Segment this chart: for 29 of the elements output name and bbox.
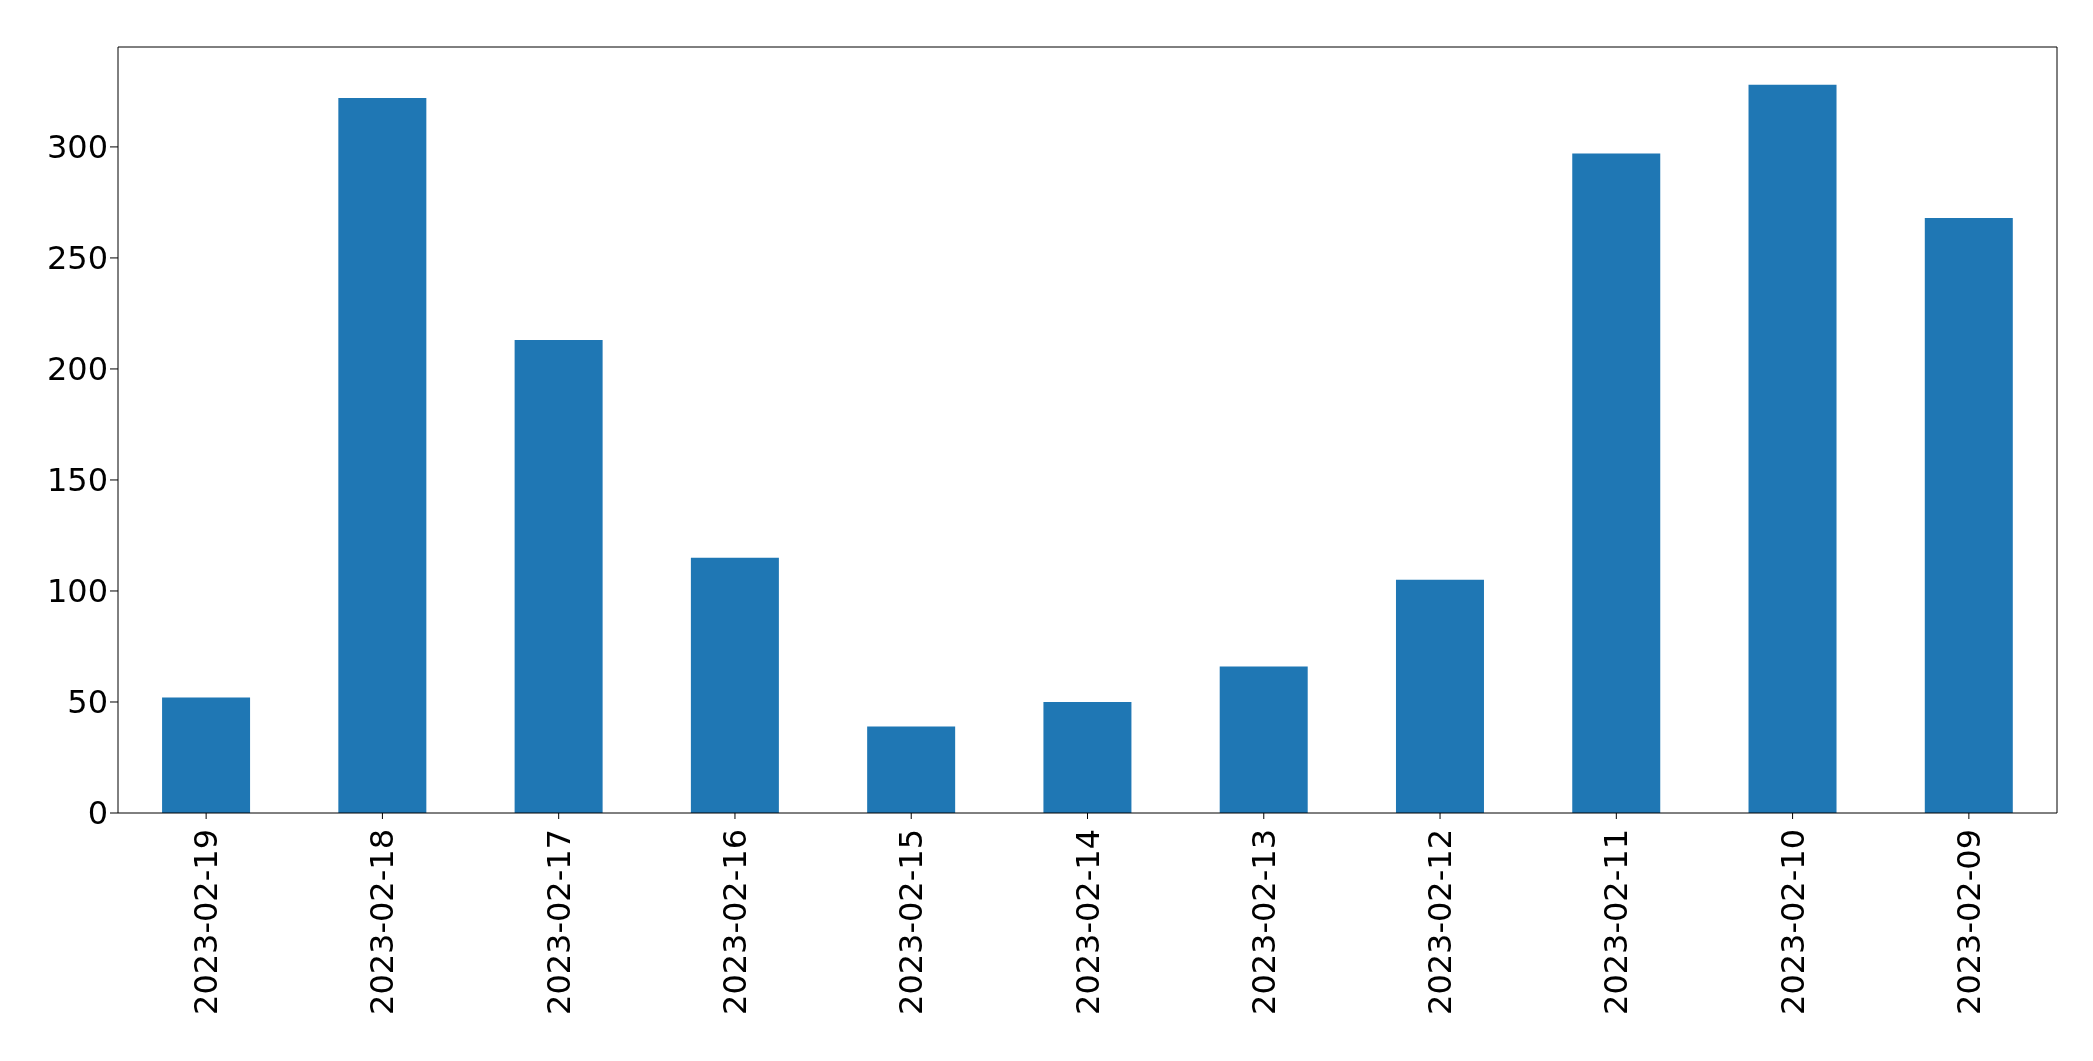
y-tick-label: 50 xyxy=(67,683,108,722)
x-tick-label: 2023-02-14 xyxy=(1068,829,1107,1015)
x-tick-label: 2023-02-18 xyxy=(363,829,402,1015)
x-tick-label: 2023-02-10 xyxy=(1773,829,1812,1015)
bar xyxy=(1572,153,1661,813)
x-tick-label: 2023-02-11 xyxy=(1597,829,1636,1015)
x-tick-label: 2023-02-13 xyxy=(1244,829,1283,1015)
y-tick-label: 300 xyxy=(46,128,108,167)
x-tick-label: 2023-02-17 xyxy=(539,829,578,1015)
bar xyxy=(1219,666,1308,813)
x-tick-label: 2023-02-16 xyxy=(715,829,754,1015)
x-tick-label: 2023-02-15 xyxy=(892,829,931,1015)
bar xyxy=(338,98,427,813)
bar xyxy=(1043,701,1132,813)
y-tick-label: 100 xyxy=(46,572,108,611)
y-tick-label: 250 xyxy=(46,239,108,278)
bar xyxy=(1924,217,2013,813)
bar xyxy=(514,340,603,813)
y-tick-label: 0 xyxy=(87,794,108,833)
y-tick-label: 150 xyxy=(46,461,108,500)
bar xyxy=(1748,84,1837,813)
bar xyxy=(162,697,251,813)
y-tick-label: 200 xyxy=(46,350,108,389)
x-tick-label: 2023-02-19 xyxy=(187,829,226,1015)
x-tick-label: 2023-02-09 xyxy=(1949,829,1988,1015)
x-tick-label: 2023-02-12 xyxy=(1421,829,1460,1015)
bar xyxy=(1395,579,1484,813)
bar xyxy=(690,557,779,813)
bar xyxy=(867,726,956,813)
